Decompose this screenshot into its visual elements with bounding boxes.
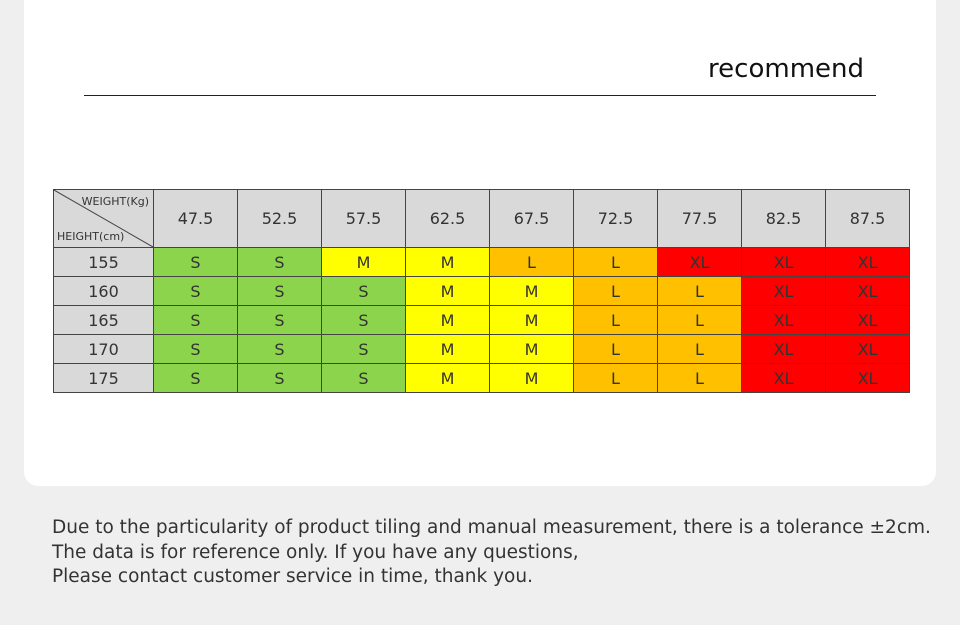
size-cell: S [237, 276, 322, 306]
size-cell: XL [825, 305, 910, 335]
table-row: 175 S S S M M L L XL XL [53, 363, 910, 393]
size-cell: XL [741, 247, 826, 277]
page-title: recommend [708, 54, 864, 84]
size-cell: XL [825, 334, 910, 364]
size-cell: M [405, 305, 490, 335]
weight-header: 57.5 [321, 189, 406, 248]
height-header: 175 [53, 363, 154, 393]
note-line: Please contact customer service in time,… [52, 566, 533, 587]
size-cell: XL [741, 305, 826, 335]
size-cell: S [321, 363, 406, 393]
size-cell: L [573, 247, 658, 277]
height-axis-label: HEIGHT(cm) [57, 230, 125, 243]
height-header: 155 [53, 247, 154, 277]
size-cell: M [321, 247, 406, 277]
size-cell: XL [741, 276, 826, 306]
weight-header: 67.5 [489, 189, 574, 248]
size-cell: M [405, 363, 490, 393]
weight-axis-label: WEIGHT(Kg) [81, 195, 149, 208]
size-cell: L [573, 363, 658, 393]
size-cell: S [153, 276, 238, 306]
header-row: WEIGHT(Kg) HEIGHT(cm) 47.5 52.5 57.5 62.… [53, 189, 910, 248]
corner-cell: WEIGHT(Kg) HEIGHT(cm) [53, 189, 154, 248]
size-cell: S [237, 363, 322, 393]
height-header: 170 [53, 334, 154, 364]
weight-header: 47.5 [153, 189, 238, 248]
size-cell: S [321, 305, 406, 335]
weight-header: 87.5 [825, 189, 910, 248]
size-cell: XL [825, 363, 910, 393]
weight-header: 77.5 [657, 189, 742, 248]
size-cell: S [153, 247, 238, 277]
title-divider [84, 95, 876, 96]
size-cell: S [153, 363, 238, 393]
size-cell: L [573, 334, 658, 364]
height-header: 165 [53, 305, 154, 335]
size-cell: M [489, 276, 574, 306]
size-cell: L [657, 334, 742, 364]
size-cell: XL [657, 247, 742, 277]
size-cell: S [237, 247, 322, 277]
size-cell: S [237, 305, 322, 335]
size-cell: S [153, 334, 238, 364]
table-row: 155 S S M M L L XL XL XL [53, 247, 910, 277]
size-cell: XL [741, 334, 826, 364]
disclaimer-note: Due to the particularity of product tili… [52, 516, 931, 590]
weight-header: 82.5 [741, 189, 826, 248]
size-cell: S [153, 305, 238, 335]
size-cell: M [489, 334, 574, 364]
note-line: Due to the particularity of product tili… [52, 517, 931, 538]
height-header: 160 [53, 276, 154, 306]
size-cell: M [405, 276, 490, 306]
size-cell: L [657, 305, 742, 335]
size-cell: XL [741, 363, 826, 393]
table-row: 160 S S S M M L L XL XL [53, 276, 910, 306]
weight-header: 62.5 [405, 189, 490, 248]
size-cell: L [489, 247, 574, 277]
note-line: The data is for reference only. If you h… [52, 541, 579, 563]
size-cell: L [657, 363, 742, 393]
size-table: WEIGHT(Kg) HEIGHT(cm) 47.5 52.5 57.5 62.… [53, 189, 910, 393]
size-cell: L [573, 305, 658, 335]
size-cell: L [657, 276, 742, 306]
weight-header: 72.5 [573, 189, 658, 248]
size-cell: XL [825, 276, 910, 306]
size-cell: S [321, 334, 406, 364]
diagonal-divider [54, 190, 153, 247]
table-row: 170 S S S M M L L XL XL [53, 334, 910, 364]
size-cell: M [489, 363, 574, 393]
size-cell: XL [825, 247, 910, 277]
size-cell: M [405, 247, 490, 277]
size-cell: S [237, 334, 322, 364]
size-cell: M [489, 305, 574, 335]
size-cell: M [405, 334, 490, 364]
size-cell: L [573, 276, 658, 306]
table-row: 165 S S S M M L L XL XL [53, 305, 910, 335]
weight-header: 52.5 [237, 189, 322, 248]
size-cell: S [321, 276, 406, 306]
